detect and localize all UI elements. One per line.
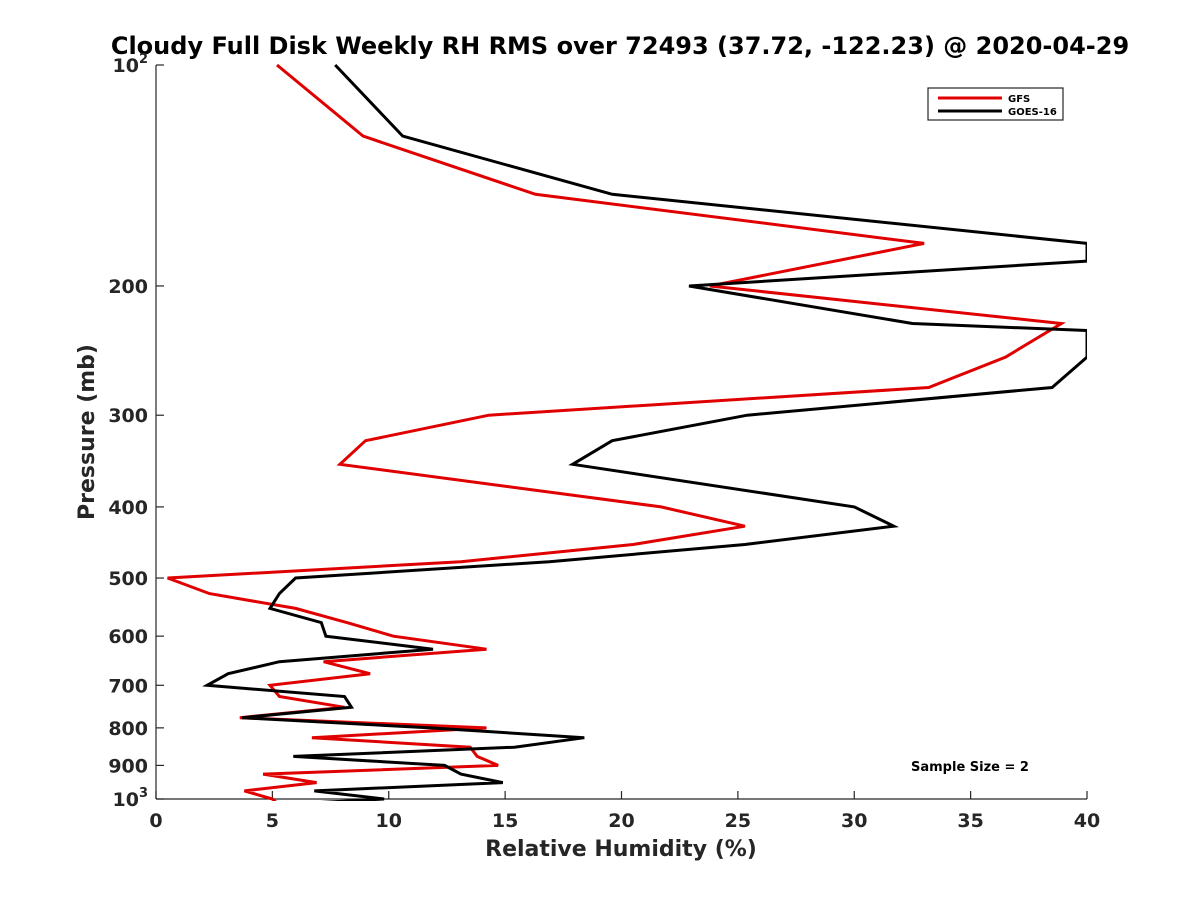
legend-items: GFS GOES-16	[938, 94, 1057, 118]
y-ticks: 102 200 300 400 500 600 700 800 900 103	[108, 52, 164, 811]
sample-size-annotation: Sample Size = 2	[911, 760, 1029, 775]
y-tick-label: 200	[108, 276, 148, 298]
y-tick-label: 300	[108, 405, 148, 427]
x-tick-label: 15	[492, 810, 518, 832]
legend-label: GOES-16	[1008, 107, 1057, 118]
y-tick-label: 700	[108, 675, 148, 697]
x-tick-label: 0	[149, 810, 162, 832]
plot-lines	[167, 63, 1087, 801]
axes	[155, 65, 1087, 800]
legend-box	[927, 87, 1064, 121]
x-tick-label: 10	[376, 810, 402, 832]
x-tick-label: 40	[1074, 810, 1100, 832]
y-tick-label: 600	[108, 626, 148, 648]
legend-label: GFS	[1008, 94, 1030, 105]
y-tick-label: 900	[108, 755, 148, 777]
x-tick-label: 5	[266, 810, 279, 832]
series-line-goes-16	[202, 63, 1087, 801]
y-tick-label: 500	[108, 568, 148, 590]
y-tick-exponent: 3	[139, 786, 148, 801]
y-tick-label: 800	[108, 718, 148, 740]
y-tick-label: 102	[113, 52, 149, 77]
x-tick-label: 20	[608, 810, 634, 832]
legend: GFS GOES-16	[927, 87, 1064, 121]
x-tick-label: 25	[725, 810, 751, 832]
y-tick-label: 400	[108, 497, 148, 519]
y-tick-exponent: 2	[139, 52, 148, 67]
x-tick-label: 35	[957, 810, 983, 832]
series-line-gfs	[167, 63, 1067, 801]
x-ticks: 0 5 10 15 20 25 30 35 40	[149, 791, 1100, 832]
chart-title: Cloudy Full Disk Weekly RH RMS over 7249…	[111, 32, 1129, 60]
x-axis-label: Relative Humidity (%)	[485, 837, 757, 862]
y-axis-label: Pressure (mb)	[75, 344, 100, 520]
x-tick-label: 30	[841, 810, 867, 832]
y-tick-label: 103	[113, 786, 149, 811]
